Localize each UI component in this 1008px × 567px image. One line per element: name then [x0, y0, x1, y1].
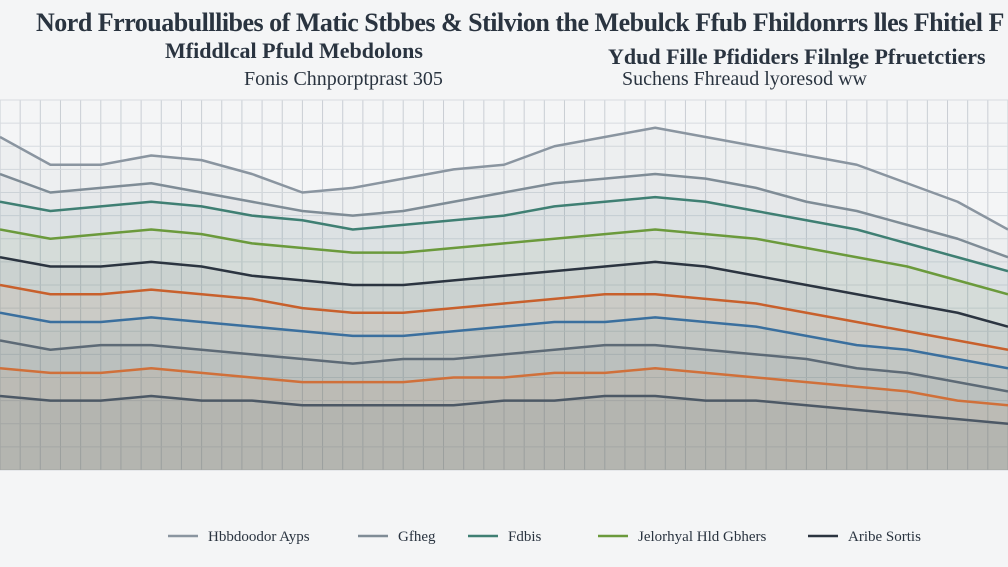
legend-label: Fdbis	[508, 529, 542, 545]
series-line	[0, 394, 1008, 425]
legend-label: Aribe Sortis	[848, 529, 921, 545]
series-line	[0, 339, 1008, 393]
series-line	[0, 172, 1008, 259]
legend-label: Gfheg	[398, 529, 436, 545]
series-area	[0, 312, 1008, 470]
chart-caption-left: Fonis Chnporptprast 305	[244, 68, 443, 90]
legend-label: Jelorhyal Hld Gbhers	[638, 529, 766, 545]
series-area	[0, 127, 1008, 470]
series-area	[0, 340, 1008, 470]
chart-title: Nord Frrouabulllibes of Matic Stbbes & S…	[36, 8, 1004, 37]
series-area	[0, 396, 1008, 470]
chart-series	[0, 126, 1008, 470]
series-line	[0, 283, 1008, 351]
chart-grid	[0, 99, 1008, 471]
chart-subtitle-left: Mfiddlcal Pfuld Mebdolons	[165, 38, 423, 63]
chart-caption-right: Suchens Fhreaud lyoresod ww	[622, 68, 867, 90]
series-line	[0, 195, 1008, 273]
series-area	[0, 368, 1008, 470]
series-line	[0, 228, 1008, 296]
legend-label: Hbbdoodor Ayps	[208, 529, 310, 545]
series-line	[0, 126, 1008, 231]
series-area	[0, 174, 1008, 470]
series-line	[0, 367, 1008, 407]
series-area	[0, 257, 1008, 470]
chart-legend: Hbbdoodor Ayps Gfheg Fdbis Jelorhyal Hld Gb…	[168, 529, 921, 545]
series-area	[0, 229, 1008, 470]
series-line	[0, 256, 1008, 328]
chart-subtitle-right: Ydud Fille Pfididers Filnlge Pfruetctier…	[608, 44, 986, 69]
series-line	[0, 311, 1008, 370]
